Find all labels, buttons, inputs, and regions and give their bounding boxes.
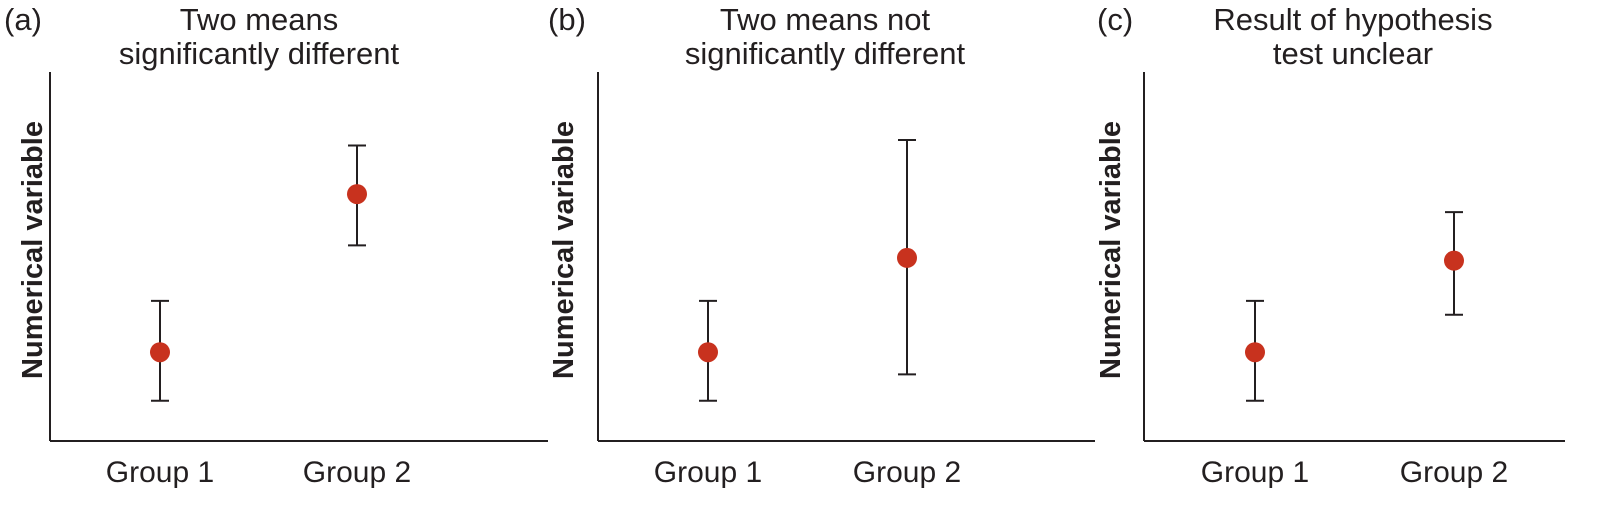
y-axis-label: Numerical variable bbox=[1095, 121, 1127, 379]
x-tick-label: Group 2 bbox=[853, 456, 961, 489]
chart-title-line-1: Two means not bbox=[720, 2, 931, 37]
x-tick-label: Group 2 bbox=[303, 456, 411, 489]
mean-point bbox=[150, 342, 170, 363]
mean-point bbox=[347, 184, 367, 205]
chart-title-line-2: test unclear bbox=[1273, 36, 1433, 71]
mean-point bbox=[897, 247, 917, 268]
x-tick-label: Group 1 bbox=[654, 456, 762, 489]
x-tick-label: Group 1 bbox=[1201, 456, 1309, 489]
mean-point bbox=[1245, 342, 1265, 363]
y-axis-label: Numerical variable bbox=[17, 121, 49, 379]
panel-label: (b) bbox=[548, 2, 586, 37]
chart-title-line-2: significantly different bbox=[119, 36, 400, 71]
y-axis-label: Numerical variable bbox=[548, 121, 580, 379]
x-tick-label: Group 2 bbox=[1400, 456, 1508, 489]
chart-title-line-1: Two means bbox=[180, 2, 339, 37]
chart-title-line-1: Result of hypothesis bbox=[1213, 2, 1492, 37]
x-tick-label: Group 1 bbox=[106, 456, 214, 489]
chart-title-line-2: significantly different bbox=[685, 36, 966, 71]
panel-label: (a) bbox=[4, 2, 42, 37]
mean-point bbox=[1444, 250, 1464, 271]
panel-label: (c) bbox=[1097, 2, 1133, 37]
mean-point bbox=[698, 342, 718, 363]
